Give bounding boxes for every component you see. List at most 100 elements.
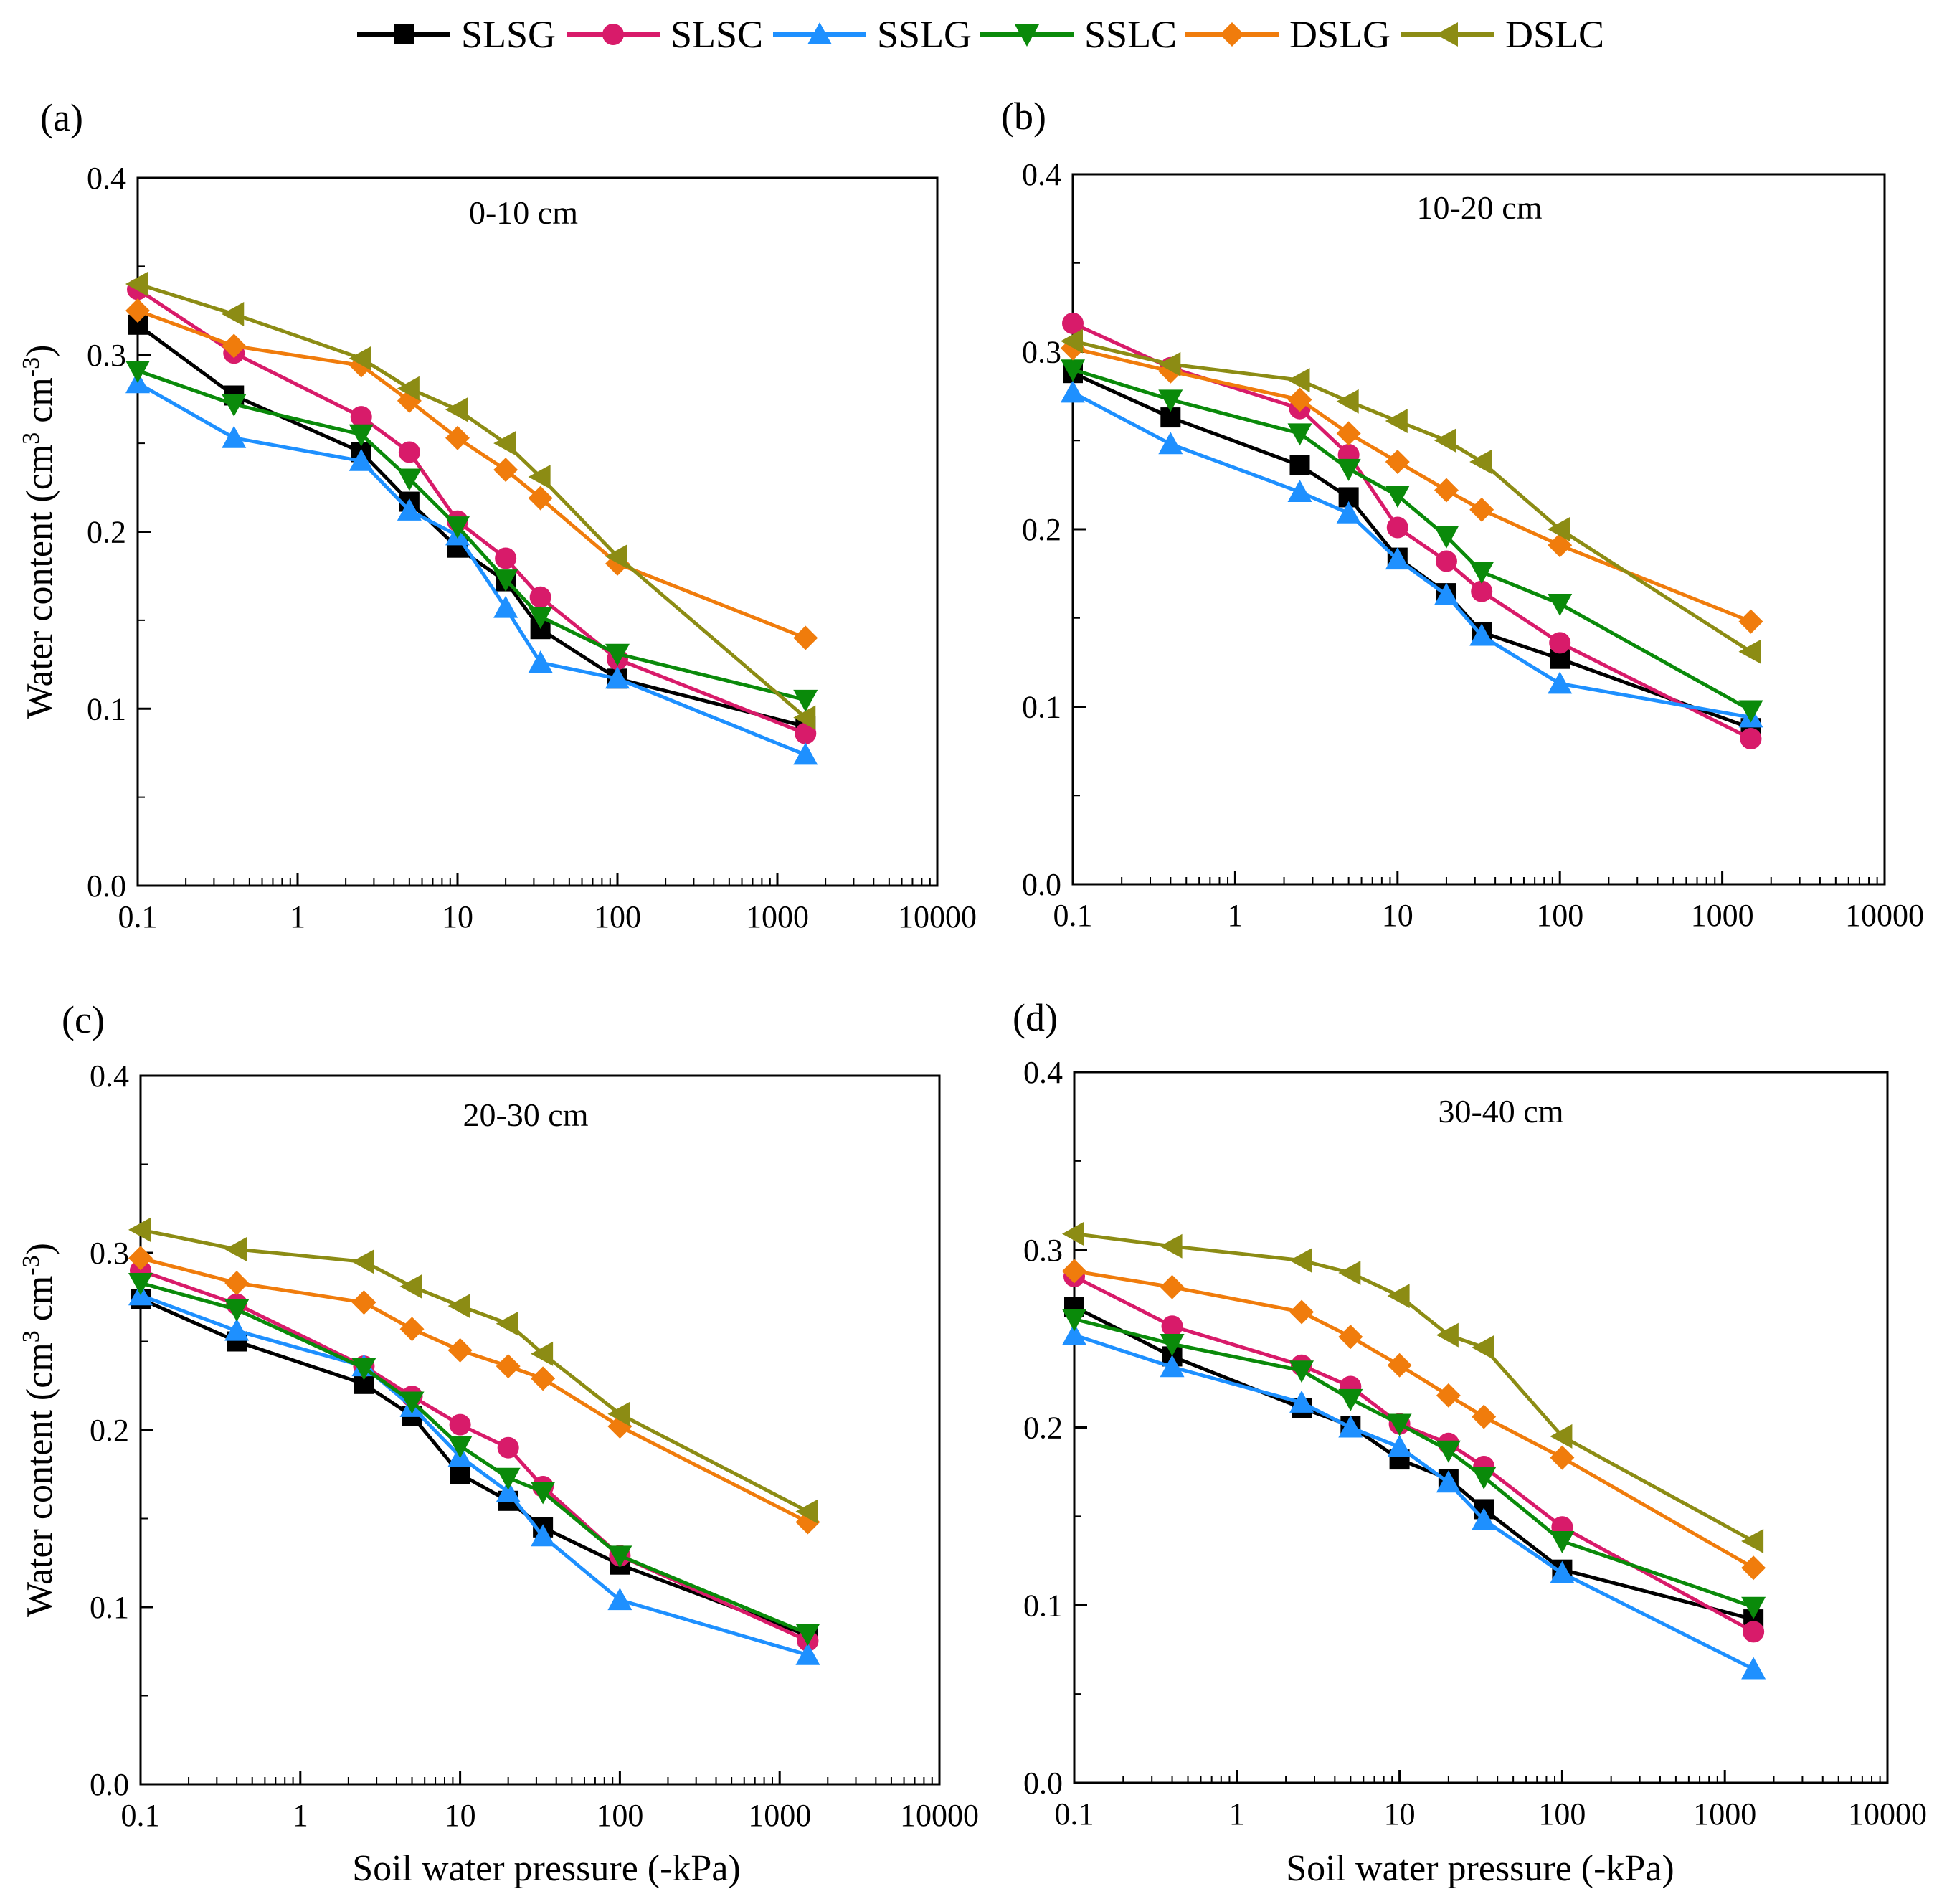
data-point-sslc xyxy=(1385,485,1410,508)
panel-letter: (a) xyxy=(40,96,83,139)
x-axis-title-c: Soil water pressure (-kPa) xyxy=(352,1848,741,1889)
series-dslg xyxy=(128,1246,820,1535)
x-tick-label: 10 xyxy=(442,899,473,934)
data-point-sslg xyxy=(224,1318,250,1341)
data-point-slsc xyxy=(1435,550,1457,572)
panel-letter: (d) xyxy=(1013,996,1058,1039)
data-point-sslc xyxy=(1289,1360,1314,1383)
y-tick-label: 0.3 xyxy=(87,338,126,373)
legend-marker xyxy=(1015,24,1039,47)
data-point-dslg xyxy=(399,1317,425,1342)
data-point-sslc xyxy=(496,1467,521,1490)
data-point-dslc xyxy=(793,705,816,730)
data-point-slsc xyxy=(1161,1315,1183,1337)
series-sslg xyxy=(1062,1322,1766,1680)
data-point-sslg xyxy=(1472,1507,1497,1530)
data-point-sslc xyxy=(1741,1596,1766,1619)
y-axis-title-part: Water content (cm xyxy=(19,445,60,719)
series-dslg xyxy=(1061,336,1763,634)
data-point-dslc xyxy=(222,301,245,326)
legend-marker xyxy=(394,24,414,44)
y-axis-title-part: cm xyxy=(19,1276,60,1331)
series-line-sslg xyxy=(1074,1333,1755,1671)
chart-panel-a: 0.1 1 10 100 1000 100000.00.10.20.30.4(a)0-10… xyxy=(18,96,977,934)
legend-marker xyxy=(602,24,624,45)
data-point-dslc xyxy=(607,1401,630,1426)
data-point-slsc xyxy=(398,441,420,463)
data-point-dslg xyxy=(1385,449,1410,474)
data-point-sslg xyxy=(349,448,374,471)
data-point-sslg xyxy=(1436,1470,1461,1493)
data-point-sslg xyxy=(1387,1434,1412,1457)
data-point-dslg xyxy=(224,1270,250,1295)
data-point-dslc xyxy=(1061,328,1083,354)
data-point-slsc xyxy=(795,722,817,744)
depth-label: 20-30 cm xyxy=(463,1097,588,1133)
x-tick-label: 1 xyxy=(293,1798,308,1833)
y-tick-label: 0.3 xyxy=(90,1236,129,1271)
x-tick-label: 100 xyxy=(596,1798,643,1833)
x-tick-label: 10000 xyxy=(900,1798,979,1833)
series-slsg xyxy=(128,314,816,737)
y-tick-label: 0.0 xyxy=(1022,867,1061,902)
chart-panel-c: 0.1 1 10 100 1000 100000.00.10.20.30.4(c)20-3… xyxy=(18,998,980,1833)
data-point-slsc xyxy=(449,1413,471,1436)
data-point-sslc xyxy=(224,1299,250,1322)
y-axis-title-sup: -3 xyxy=(18,357,44,377)
data-point-dslg xyxy=(1550,1445,1575,1470)
data-point-sslc xyxy=(1550,1531,1575,1554)
data-point-dslc xyxy=(1287,368,1310,393)
depth-label: 10-20 cm xyxy=(1416,189,1542,226)
data-point-dslc xyxy=(531,1341,554,1366)
series-sslc xyxy=(128,1272,820,1647)
data-point-dslc xyxy=(528,465,551,490)
data-point-sslg xyxy=(397,498,422,521)
data-point-dslc xyxy=(1738,639,1761,664)
data-point-sslc xyxy=(399,1391,425,1414)
data-point-dslg xyxy=(1436,1383,1461,1408)
legend-label: SSLG xyxy=(877,13,972,56)
data-point-dslc xyxy=(349,346,371,371)
y-axis-title: Water content (cm3 cm-3) xyxy=(18,345,61,719)
data-point-sslc xyxy=(1287,423,1312,446)
data-point-dslg xyxy=(1338,1325,1363,1350)
y-axis-title: Water content (cm3 cm-3) xyxy=(18,1243,61,1617)
data-point-sslg xyxy=(528,650,553,673)
legend-label: SLSG xyxy=(461,13,556,56)
data-point-slsc xyxy=(1062,312,1084,334)
legend-label: SSLC xyxy=(1084,13,1177,56)
data-point-sslc xyxy=(795,1624,820,1647)
x-tick-label: 10000 xyxy=(898,899,977,934)
y-tick-label: 0.2 xyxy=(87,515,126,550)
legend-marker xyxy=(1436,22,1458,47)
legend-item-slsc: SLSC xyxy=(567,13,763,56)
data-point-sslc xyxy=(1387,1413,1412,1436)
data-point-sslc xyxy=(351,1358,376,1380)
series-dslc xyxy=(1062,1221,1764,1554)
data-point-sslg xyxy=(795,1642,820,1665)
data-point-dslc xyxy=(397,376,420,401)
data-point-dslg xyxy=(1336,421,1361,446)
x-tick-label: 10000 xyxy=(1845,898,1924,933)
y-axis-title-part: cm xyxy=(19,377,60,432)
data-point-slsc xyxy=(1549,632,1571,654)
y-tick-label: 0.3 xyxy=(1022,335,1061,370)
data-point-dslg xyxy=(496,1354,521,1379)
y-tick-label: 0.3 xyxy=(1023,1233,1063,1268)
data-point-sslg xyxy=(1062,1322,1086,1345)
x-tick-label: 1 xyxy=(1227,898,1243,933)
x-tick-label: 10 xyxy=(445,1798,476,1833)
data-point-dslc xyxy=(1436,1322,1459,1348)
x-tick-label: 0.1 xyxy=(1055,1796,1094,1832)
legend-label: SLSC xyxy=(671,13,763,56)
series-dslg xyxy=(1062,1259,1766,1581)
data-point-sslc xyxy=(1434,526,1459,549)
data-point-dslg xyxy=(128,1246,153,1271)
data-point-sslg xyxy=(1741,1657,1766,1680)
data-point-dslc xyxy=(1160,1233,1183,1259)
series-line-slsc xyxy=(1071,321,1752,741)
data-point-dslc xyxy=(1387,1284,1410,1309)
x-tick-label: 0.1 xyxy=(1053,898,1093,933)
series-line-dslg xyxy=(1072,346,1752,624)
data-point-dslc xyxy=(1550,1424,1573,1449)
